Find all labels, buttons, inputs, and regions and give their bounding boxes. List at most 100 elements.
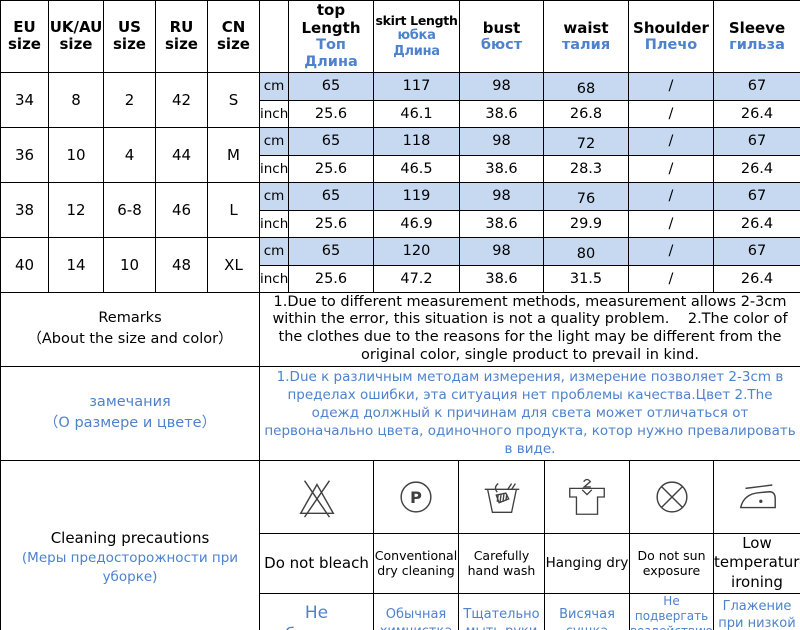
measurement-cell: 31.5 [543,264,629,293]
cleaning-item-ru: Глажение при низкой температуре [713,592,800,630]
measurement-cell: 46.5 [373,154,460,183]
table-row: inch 25.6 47.2 38.6 31.5 / 26.4 [1,264,800,293]
table-row: 38 12 6-8 46 L cm 65 119 98 76 / 67 [0,181,800,238]
unit-cell-cm: cm [259,71,289,101]
measurement-cell: 25.6 [288,154,374,183]
iron-low-icon [739,483,776,508]
measurement-cell: 98 [459,126,544,156]
cleaning-label: Cleaning precautions (Меры предосторожно… [0,459,260,630]
table-row: inch 25.6 46.1 38.6 26.8 / 26.4 [1,99,800,128]
cleaning-labels-ru-row: Не отбеливать Обычная химчистка Тщательн… [1,592,800,630]
measurement-cell: 26.4 [713,154,800,183]
cleaning-icon-cell [713,459,800,534]
unit-cell-inch: inch [259,264,289,293]
size-cell-ru: 48 [155,236,208,293]
hang-dry-icon [569,478,605,515]
col-header-top-length: top Length Топ Длина [288,0,374,73]
size-cell-ru: 42 [155,71,208,128]
remarks-label: Remarks （About the size and color） [0,291,260,367]
measurement-cell: 65 [288,181,374,211]
col-header-bust: bust бюст [459,0,544,73]
col-header-cn-size: CN size [207,0,260,73]
remarks-row-en: Remarks （About the size and color） 1.Due… [0,291,800,367]
measurement-cell: 76 [543,181,629,211]
cleaning-item-ru: Не подвергать воздействию солнца [629,592,714,630]
do-not-bleach-icon [298,479,335,518]
unit-cell-inch: inch [259,99,289,128]
measurement-cell: 67 [713,181,800,211]
header-en-label: waist [563,18,609,37]
table-row: 40 14 10 48 XL cm 65 120 98 80 / 67 [0,236,800,293]
measurement-cell: / [628,236,714,266]
measurement-cell: 26.4 [713,209,800,238]
size-cell-ukau: 8 [48,71,104,128]
header-en-label: bust [482,18,521,37]
measurement-cell: / [628,154,714,183]
measurement-cell: 29.9 [543,209,629,238]
table-row: 34 8 2 42 S cm 65 117 98 68 / 67 [0,71,800,128]
header-ru-label: бюст [480,36,523,53]
remarks-ru-label-line1: замечания [89,394,171,411]
size-cell-eu: 34 [0,71,49,128]
measurement-cell: / [628,209,714,238]
measurement-cell: 47.2 [373,264,460,293]
do-not-sun-icon [655,481,688,513]
measurement-cell: 26.8 [543,99,629,128]
measurement-cell: 67 [713,236,800,266]
measurement-cell: 26.4 [713,99,800,128]
col-header-skirt-length: skirt Length юбка Длина [373,0,460,73]
size-cell-ru: 44 [155,126,208,183]
cleaning-item-en: Hanging dry [544,532,630,594]
cleaning-icon-cell [629,459,714,534]
hand-wash-icon [484,482,519,513]
header-row: EU size UK/AU size US size RU size CN si… [0,0,800,73]
measurement-cell: 98 [459,236,544,266]
remarks-ru-text: 1.Due к различным методам измерения, изм… [259,365,800,461]
header-ru-label: гильза [729,36,785,53]
size-measurement-table: EU size UK/AU size US size RU size CN si… [0,0,800,293]
measurement-cell: 68 [543,71,629,101]
measurement-cell: 67 [713,126,800,156]
cleaning-labels-en-row: Do not bleach Conventional dry cleaning … [1,532,800,594]
size-cell-ukau: 10 [48,126,104,183]
cleaning-label-en: Cleaning precautions [50,529,210,548]
col-header-ukau-size: UK/AU size [48,0,104,73]
measurement-cell: / [628,99,714,128]
size-cell-eu: 36 [0,126,49,183]
size-cell-ukau: 14 [48,236,104,293]
header-ru-label: талия [561,36,611,53]
unit-cell-cm: cm [259,236,289,266]
cleaning-item-en: Carefully hand wash [458,532,545,594]
size-cell-ru: 46 [155,181,208,238]
cleaning-item-en: Conventional dry cleaning [373,532,459,594]
measurement-cell: 38.6 [459,99,544,128]
cleaning-icon-cell: P [373,459,459,534]
measurement-cell: 25.6 [288,209,374,238]
cleaning-item-en: Low temperature ironing [713,532,800,594]
measurement-cell: 25.6 [288,99,374,128]
size-cell-us: 10 [103,236,156,293]
col-header-sleeve: Sleeve гильза [713,0,800,73]
measurement-cell: / [628,71,714,101]
measurement-cell: 38.6 [459,264,544,293]
header-ru-label: Топ Длина [304,37,358,71]
header-en-label: Shoulder [633,18,709,37]
remarks-row-ru: замечания （О размере и цвете） 1.Due к ра… [0,365,800,461]
cleaning-item-ru: Тщательно мыть руки [458,592,545,630]
measurement-cell: 65 [288,126,374,156]
col-header-us-size: US size [103,0,156,73]
measurement-cell: 80 [543,236,629,266]
col-header-shoulder: Shoulder Плечо [628,0,714,73]
header-ru-label: юбка Длина [393,28,440,59]
measurement-cell: 46.9 [373,209,460,238]
measurement-cell: 25.6 [288,264,374,293]
cleaning-item-ru: Обычная химчистка [373,592,459,630]
remarks-ru-label: замечания （О размере и цвете） [0,365,260,461]
measurement-cell: 119 [373,181,460,211]
table-row: inch 25.6 46.5 38.6 28.3 / 26.4 [1,154,800,183]
size-cell-cn: XL [207,236,260,293]
size-cell-eu: 40 [0,236,49,293]
col-header-waist: waist талия [543,0,629,73]
cleaning-item-en: Do not bleach [259,532,374,594]
